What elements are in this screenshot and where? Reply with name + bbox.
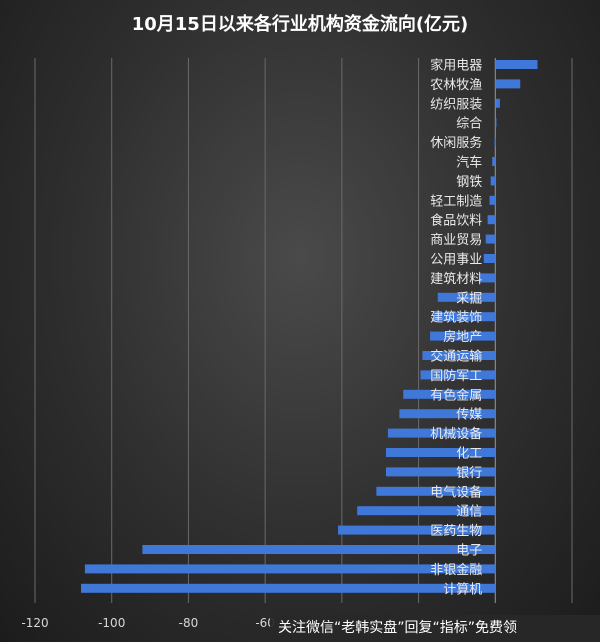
category-label: 商业贸易 — [430, 233, 482, 248]
category-label: 休闲服务 — [430, 135, 482, 151]
bar — [479, 273, 496, 283]
bar — [338, 525, 496, 535]
bar — [420, 370, 496, 380]
bar — [495, 60, 538, 69]
gridlines — [34, 58, 573, 603]
bar — [385, 467, 496, 477]
bars — [81, 60, 538, 593]
category-label: 传媒 — [456, 408, 482, 423]
bar — [422, 351, 496, 360]
category-label: 国防军工 — [430, 368, 482, 384]
bar — [376, 486, 496, 496]
bar — [487, 215, 496, 225]
bar — [495, 118, 497, 128]
x-axis-ticks: -120 -100 -80 -60 — [21, 616, 275, 630]
category-label: 医药生物 — [430, 524, 482, 539]
category-label: 交通运输 — [430, 349, 482, 365]
bar — [81, 583, 496, 593]
chart-title: 10月15日以来各行业机构资金流向(亿元) — [132, 13, 469, 35]
category-label: 家用电器 — [430, 58, 482, 74]
category-label: 建筑装饰 — [430, 310, 482, 326]
x-tick-label: -120 — [21, 616, 48, 630]
category-label: 房地产 — [443, 329, 482, 345]
category-label: 轻工制造 — [430, 194, 482, 209]
bar — [142, 545, 496, 554]
category-labels: 家用电器农林牧渔纺织服装综合休闲服务汽车钢铁轻工制造食品饮料商业贸易公用事业建筑… — [430, 58, 482, 598]
bar — [490, 176, 496, 186]
category-label: 纺织服装 — [430, 97, 482, 112]
category-label: 综合 — [456, 117, 482, 132]
bar — [433, 312, 496, 322]
bar — [84, 564, 496, 574]
watermark-banner: 关注微信“老韩实盘”回复“指标”免费领 — [270, 615, 600, 642]
category-label: 通信 — [456, 505, 482, 520]
category-label: 电子 — [456, 544, 482, 559]
bar — [489, 195, 496, 205]
category-label: 采掘 — [456, 291, 482, 306]
category-label: 银行 — [456, 466, 482, 481]
category-label: 汽车 — [456, 155, 482, 171]
bar — [495, 98, 500, 108]
bar — [403, 389, 496, 399]
x-tick-label: -100 — [98, 616, 125, 630]
bar — [495, 79, 521, 89]
category-label: 有色金属 — [430, 387, 482, 403]
category-label: 非银金融 — [430, 562, 482, 578]
category-label: 化工 — [456, 447, 482, 462]
category-label: 钢铁 — [456, 175, 482, 190]
bar — [492, 157, 496, 166]
bar — [437, 292, 496, 302]
bar — [494, 137, 496, 147]
category-label: 机械设备 — [430, 426, 482, 442]
bar — [357, 506, 496, 516]
bar — [430, 331, 496, 341]
bar — [483, 254, 496, 263]
bar — [485, 234, 496, 244]
bar — [387, 428, 496, 438]
category-label: 电气设备 — [430, 484, 482, 500]
x-tick-label: -80 — [179, 616, 199, 630]
category-label: 食品饮料 — [430, 213, 482, 229]
category-label: 农林牧渔 — [430, 78, 482, 93]
bar — [385, 448, 496, 457]
bar — [399, 409, 496, 419]
category-label: 公用事业 — [430, 253, 482, 268]
category-label: 计算机 — [443, 582, 482, 597]
category-label: 建筑材料 — [430, 271, 482, 287]
